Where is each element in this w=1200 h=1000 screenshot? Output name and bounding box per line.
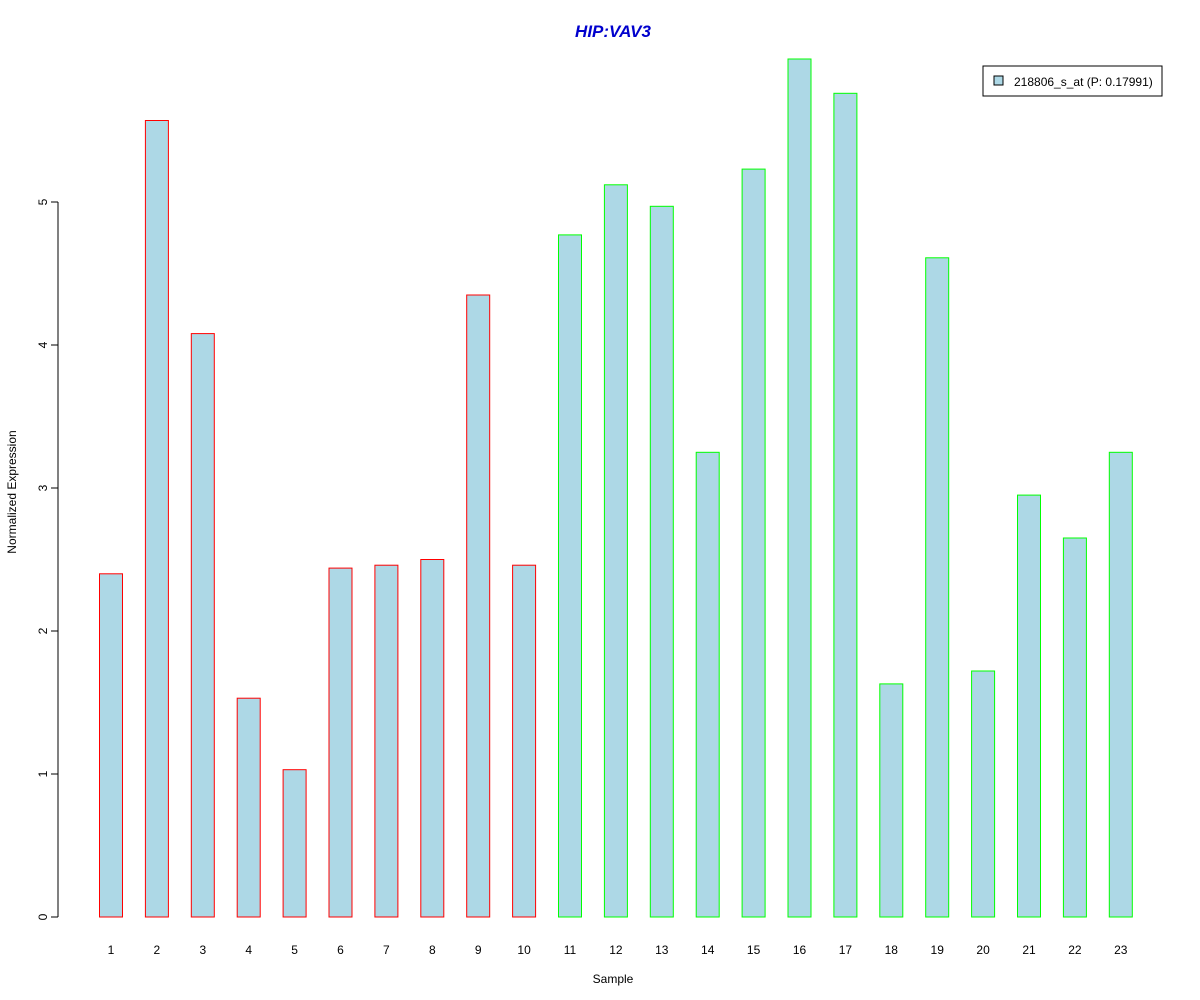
x-tick-label: 21 — [1022, 943, 1036, 957]
legend-swatch — [993, 75, 1004, 86]
bar-sample-2 — [144, 120, 169, 918]
x-tick-label: 12 — [609, 943, 623, 957]
y-tick-label: 2 — [36, 627, 50, 634]
bar-sample-12 — [603, 184, 628, 918]
x-tick-labels: 1 2 3 4 5 6 7 8 9 10 11 12 13 14 15 16 17 18 19 20 21 22 23 — [108, 943, 1128, 957]
y-tick-label: 1 — [36, 770, 50, 777]
bar-sample-20 — [971, 670, 996, 918]
y-tick-label: 3 — [36, 484, 50, 491]
x-tick-label: 3 — [199, 943, 206, 957]
bar-sample-7 — [374, 564, 399, 918]
y-axis: 0 1 2 3 4 5 — [36, 198, 59, 920]
bar-sample-13 — [649, 205, 674, 918]
x-tick-label: 20 — [976, 943, 990, 957]
bar-sample-4 — [236, 697, 261, 918]
x-tick-label: 4 — [245, 943, 252, 957]
y-tick-label: 5 — [36, 198, 50, 205]
x-tick-label: 11 — [564, 943, 577, 957]
legend-label: 218806_s_at (P: 0.17991) — [1014, 75, 1153, 89]
x-tick-label: 23 — [1114, 943, 1128, 957]
bar-sample-9 — [466, 294, 491, 918]
legend-box — [982, 65, 1163, 97]
x-tick-label: 22 — [1068, 943, 1082, 957]
bar-sample-16 — [787, 58, 812, 918]
bar-sample-17 — [833, 92, 858, 918]
x-tick-label: 6 — [337, 943, 344, 957]
y-tick-label: 4 — [36, 341, 50, 348]
x-tick-label: 16 — [793, 943, 807, 957]
x-tick-label: 10 — [517, 943, 531, 957]
bar-sample-15 — [741, 168, 766, 918]
x-tick-label: 9 — [475, 943, 482, 957]
bars — [99, 58, 1133, 918]
bar-sample-8 — [420, 559, 445, 918]
y-tick-label: 0 — [36, 913, 50, 920]
x-tick-label: 8 — [429, 943, 436, 957]
bar-sample-1 — [99, 573, 123, 918]
bar-sample-11 — [558, 234, 582, 918]
x-tick-label: 19 — [931, 943, 945, 957]
x-tick-label: 1 — [108, 943, 115, 957]
x-tick-label: 15 — [747, 943, 761, 957]
x-tick-label: 5 — [291, 943, 298, 957]
legend: 218806_s_at (P: 0.17991) — [982, 65, 1163, 97]
bar-sample-10 — [512, 564, 537, 918]
chart-title: HIP:VAV3 — [575, 22, 651, 41]
x-tick-label: 2 — [154, 943, 161, 957]
x-tick-label: 18 — [885, 943, 899, 957]
bar-sample-3 — [190, 333, 215, 918]
x-tick-label: 7 — [383, 943, 390, 957]
x-tick-label: 13 — [655, 943, 669, 957]
y-axis-title: Normalized Expression — [5, 430, 19, 553]
x-tick-label: 17 — [839, 943, 853, 957]
x-tick-label: 14 — [701, 943, 715, 957]
bar-sample-5 — [282, 769, 307, 918]
bar-sample-23 — [1108, 451, 1133, 918]
bar-sample-22 — [1062, 537, 1087, 918]
bar-sample-18 — [879, 683, 904, 918]
bar-sample-21 — [1017, 494, 1041, 918]
x-axis-title: Sample — [593, 972, 634, 986]
bar-sample-14 — [695, 451, 720, 918]
bar-sample-19 — [925, 257, 950, 918]
bar-sample-6 — [328, 567, 353, 918]
